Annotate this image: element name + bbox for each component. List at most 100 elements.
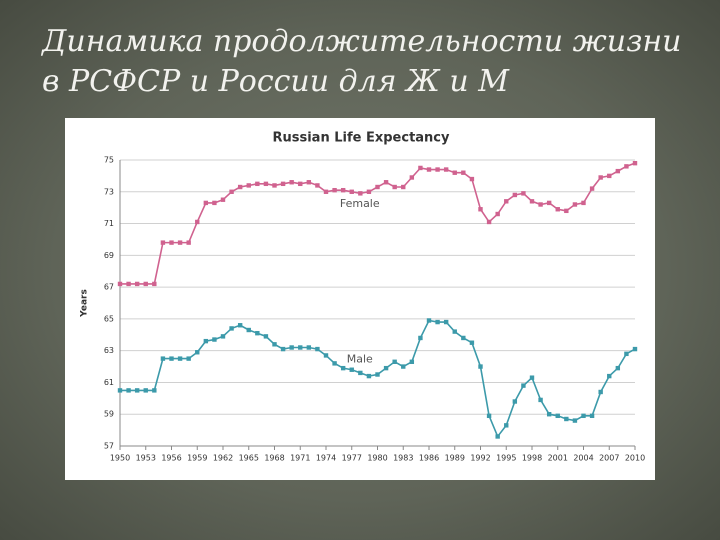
x-tick-label: 2004 bbox=[573, 454, 593, 463]
point bbox=[272, 183, 277, 188]
x-tick-label: 2010 bbox=[625, 454, 645, 463]
point bbox=[186, 240, 191, 245]
slide-title: Динамика продолжительности жизни bbox=[42, 24, 682, 59]
point bbox=[143, 281, 148, 287]
point bbox=[461, 335, 466, 341]
point bbox=[607, 373, 612, 379]
point bbox=[143, 388, 148, 393]
point bbox=[117, 281, 123, 287]
point bbox=[564, 208, 569, 214]
y-tick-label: 67 bbox=[104, 283, 114, 292]
x-tick-label: 1986 bbox=[419, 454, 439, 463]
point bbox=[538, 397, 543, 403]
point bbox=[504, 423, 509, 428]
point bbox=[229, 326, 234, 331]
point bbox=[203, 200, 209, 206]
y-tick-label: 69 bbox=[104, 251, 114, 260]
point bbox=[169, 356, 174, 361]
point bbox=[572, 418, 578, 423]
point bbox=[435, 319, 440, 325]
point bbox=[289, 180, 294, 185]
point bbox=[289, 345, 294, 350]
point bbox=[392, 184, 397, 190]
x-tick-label: 1992 bbox=[470, 454, 490, 463]
point bbox=[461, 170, 466, 175]
point bbox=[495, 211, 500, 217]
point bbox=[177, 240, 183, 245]
point bbox=[443, 167, 449, 172]
x-tick-label: 2007 bbox=[599, 454, 619, 463]
x-tick-label: 1959 bbox=[187, 454, 207, 463]
x-tick-label: 2001 bbox=[548, 454, 568, 463]
point bbox=[298, 345, 303, 350]
point bbox=[117, 388, 123, 393]
point bbox=[418, 335, 423, 341]
point bbox=[358, 191, 363, 196]
point bbox=[212, 337, 217, 342]
point bbox=[332, 187, 337, 193]
point bbox=[160, 240, 166, 245]
point bbox=[581, 200, 586, 206]
series-label: Female bbox=[340, 197, 380, 210]
point bbox=[598, 389, 603, 395]
point bbox=[435, 167, 440, 172]
y-tick-label: 73 bbox=[104, 187, 114, 196]
point bbox=[512, 192, 518, 198]
point bbox=[572, 202, 578, 207]
chart: Russian Life Expectancy Years 57 59 61 63 65… bbox=[65, 118, 655, 480]
point bbox=[521, 383, 526, 388]
point bbox=[152, 281, 157, 287]
point bbox=[323, 353, 329, 358]
y-tick-label: 65 bbox=[104, 314, 114, 323]
x-tick-label: 1974 bbox=[316, 454, 336, 463]
point bbox=[546, 200, 552, 206]
point bbox=[598, 175, 603, 180]
point bbox=[315, 183, 320, 188]
point bbox=[607, 173, 612, 179]
point bbox=[469, 176, 475, 182]
point bbox=[383, 180, 389, 185]
chart-background bbox=[65, 118, 655, 480]
point bbox=[615, 365, 621, 371]
series-label: Male bbox=[347, 353, 373, 366]
point bbox=[632, 346, 638, 352]
point bbox=[478, 364, 483, 369]
point bbox=[229, 189, 234, 194]
x-tick-label: 1953 bbox=[136, 454, 156, 463]
point bbox=[220, 334, 226, 339]
point bbox=[306, 345, 312, 350]
point bbox=[272, 342, 277, 347]
point bbox=[512, 399, 518, 404]
point bbox=[555, 207, 560, 212]
point bbox=[615, 168, 621, 174]
x-tick-label: 1962 bbox=[213, 454, 233, 463]
point bbox=[340, 365, 346, 371]
point bbox=[529, 199, 535, 204]
point bbox=[589, 413, 595, 419]
x-tick-label: 1983 bbox=[393, 454, 413, 463]
point bbox=[486, 219, 492, 225]
point bbox=[126, 281, 131, 287]
chart-title: Russian Life Expectancy bbox=[272, 131, 450, 146]
point bbox=[263, 334, 269, 339]
point bbox=[237, 323, 243, 328]
point bbox=[126, 388, 131, 393]
point bbox=[581, 413, 586, 419]
point bbox=[220, 197, 226, 202]
point bbox=[555, 413, 560, 419]
point bbox=[589, 186, 595, 191]
y-tick-label: 71 bbox=[104, 219, 114, 228]
point bbox=[134, 388, 140, 393]
point bbox=[366, 373, 372, 379]
point bbox=[315, 346, 320, 352]
point bbox=[564, 416, 569, 422]
x-tick-label: 1998 bbox=[522, 454, 542, 463]
point bbox=[237, 184, 243, 190]
point bbox=[340, 187, 346, 193]
point bbox=[452, 329, 457, 334]
point bbox=[306, 180, 312, 185]
point bbox=[409, 175, 415, 180]
y-tick-label: 59 bbox=[104, 410, 114, 419]
point bbox=[246, 327, 251, 333]
point bbox=[152, 388, 157, 393]
